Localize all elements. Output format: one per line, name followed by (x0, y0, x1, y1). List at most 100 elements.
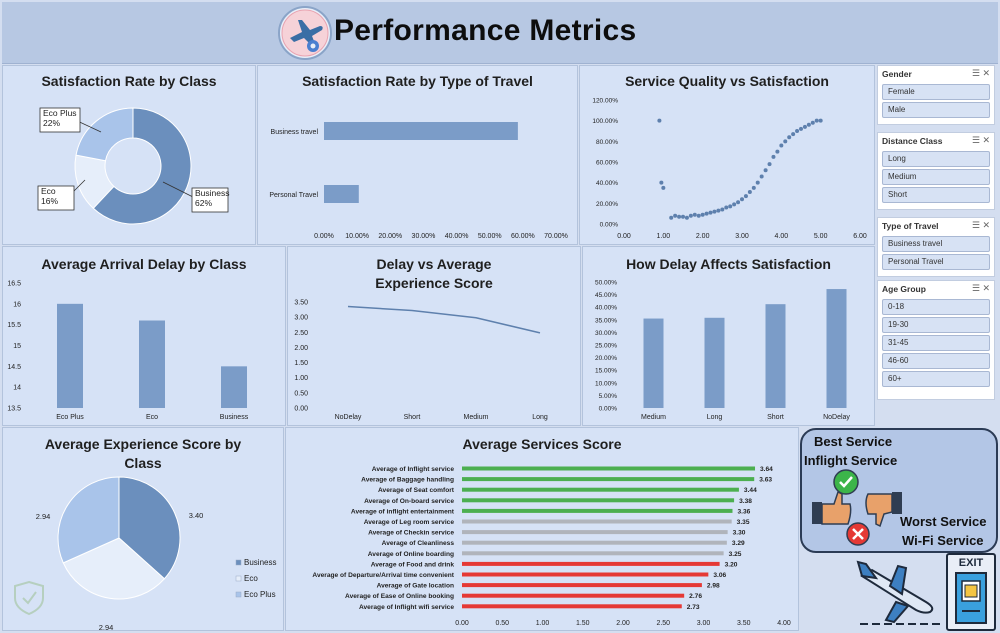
tick-label: 2.00 (696, 233, 710, 240)
series-line (347, 305, 541, 334)
data-point (818, 118, 823, 123)
tick-label: 60.00% (596, 160, 618, 167)
data-label: 3.63 (759, 477, 772, 484)
delay-satisfaction-bar-chart: 0.00% 5.00% 10.00% 15.00% 20.00% 25.00% 30.00%… (595, 280, 850, 422)
data-point (771, 154, 776, 159)
slicer-title: Type of Travel ☰ ✕ (882, 220, 990, 231)
pie-slice (118, 476, 181, 580)
category-label: Long (532, 414, 548, 421)
bar (462, 519, 732, 524)
category-label: Business (220, 414, 249, 421)
category-label: Average of Seat comfort (378, 487, 455, 494)
slicer-item[interactable]: 46-60 (882, 353, 990, 369)
panel-arrival-delay: Average Arrival Delay by Class 13.5 14 14.… (2, 246, 286, 426)
tick-label: 1.50 (294, 360, 308, 367)
slicer-item[interactable]: Short (882, 187, 990, 203)
tick-label: 0.50 (495, 620, 509, 627)
data-point (657, 118, 662, 123)
slicer-item[interactable]: Medium (882, 169, 990, 185)
tick-label: 0.00% (600, 222, 619, 229)
panel-title: Average Experience Score by Class (44, 436, 242, 471)
data-point (720, 207, 725, 212)
tick-label: 40.00% (595, 305, 617, 312)
data-label: 3.44 (744, 487, 757, 494)
bar (462, 593, 685, 598)
category-label: Average of Inflight wifi service (359, 604, 454, 611)
slicer-item[interactable]: Male (882, 102, 990, 118)
tick-label: 0.00 (294, 406, 308, 413)
data-point (775, 149, 780, 154)
category-label: Medium (641, 414, 666, 421)
tick-label: 2.50 (656, 620, 670, 627)
slicer-item[interactable]: 0-18 (882, 299, 990, 315)
tick-label: 3.50 (294, 300, 308, 307)
tick-label: 1.00 (294, 375, 308, 382)
slicer-filter-icons[interactable]: ☰ ✕ (971, 135, 990, 145)
category-label: Average of Ease of Online booking (345, 593, 454, 600)
data-point (787, 135, 792, 140)
slicer-item[interactable]: 31-45 (882, 335, 990, 351)
slicer-distance-class: Distance Class ☰ ✕ Long Medium Short (877, 132, 995, 210)
category-label: Medium (464, 414, 489, 421)
slicer-age-group: Age Group ☰ ✕ 0-18 19-30 31-45 46-60 60+ (877, 280, 995, 400)
bar (462, 498, 735, 503)
data-point (724, 205, 729, 210)
slicer-item[interactable]: 19-30 (882, 317, 990, 333)
leader-line (162, 181, 196, 199)
best-service-label: Best Service (814, 434, 893, 449)
slicer-title: Distance Class ☰ ✕ (882, 135, 990, 146)
header-bar: Performance Metrics (2, 2, 998, 64)
tick-label: 6.00 (853, 233, 867, 240)
bar (462, 551, 724, 556)
tick-label: 0.00 (455, 620, 469, 627)
data-point (736, 200, 741, 205)
slicer-item[interactable]: Personal Travel (882, 254, 990, 270)
category-label: Short (404, 414, 421, 421)
tick-label: 10.00% (595, 380, 617, 387)
slicer-item[interactable]: Long (882, 151, 990, 167)
category-label: Average of Baggage handling (361, 477, 454, 484)
data-point (704, 211, 709, 216)
slicer-filter-icons[interactable]: ☰ ✕ (971, 283, 990, 293)
slicer-filter-icons[interactable]: ☰ ✕ (971, 68, 990, 78)
bar (704, 317, 725, 408)
best-service-value: Inflight Service (804, 453, 898, 468)
tick-label: 0.50 (294, 390, 308, 397)
data-label-box (39, 107, 81, 133)
slicer-item[interactable]: 60+ (882, 371, 990, 387)
panel-title: Average Services Score (462, 436, 622, 452)
tick-label: 35.00% (595, 317, 617, 324)
legend-label: Business (244, 558, 276, 567)
bar (462, 508, 733, 513)
tick-label: 15 (13, 343, 21, 350)
slicer-item[interactable]: Business travel (882, 236, 990, 252)
exit-button[interactable]: EXIT (946, 553, 996, 631)
airplane-gear-logo-icon (278, 6, 332, 60)
tick-label: 45.00% (595, 292, 617, 299)
data-label: 3.29 (732, 540, 745, 547)
arrival-delay-bar-chart: 13.5 14 14.5 15 15.5 16 16.5 Eco Plus Eco Busines… (7, 281, 249, 422)
tick-label: 5.00% (599, 393, 618, 400)
delay-line-chart: 0.00 0.50 1.00 1.50 2.00 2.50 3.00 3.50 NoDelay S… (294, 300, 548, 422)
panel-title: How Delay Affects Satisfaction (626, 256, 831, 272)
slicer-item[interactable]: Female (882, 84, 990, 100)
tick-label: 80.00% (596, 139, 618, 146)
tick-label: 0.00% (599, 406, 618, 413)
scatter-chart: 0.00% 20.00% 40.00% 60.00% 80.00% 100.00% 120.… (592, 98, 867, 241)
tick-label: 3.00 (294, 315, 308, 322)
data-point (799, 126, 803, 131)
data-label: 3.36 (737, 508, 750, 515)
pie-slice (57, 476, 120, 564)
data-point (673, 213, 678, 218)
tick-label: 60.00% (511, 233, 535, 240)
panel-title: Average Arrival Delay by Class (41, 256, 247, 272)
slicer-filter-icons[interactable]: ☰ ✕ (971, 220, 990, 230)
bar (462, 572, 709, 577)
bar (57, 303, 83, 408)
worst-service-label: Worst Service (900, 514, 987, 529)
tick-label: 1.00 (657, 233, 671, 240)
data-point (677, 214, 682, 219)
data-label: 2.76 (689, 593, 702, 600)
data-label: 3.38 (739, 498, 752, 505)
panel-services-score: Average Services Score Average of Inflig… (285, 427, 799, 631)
